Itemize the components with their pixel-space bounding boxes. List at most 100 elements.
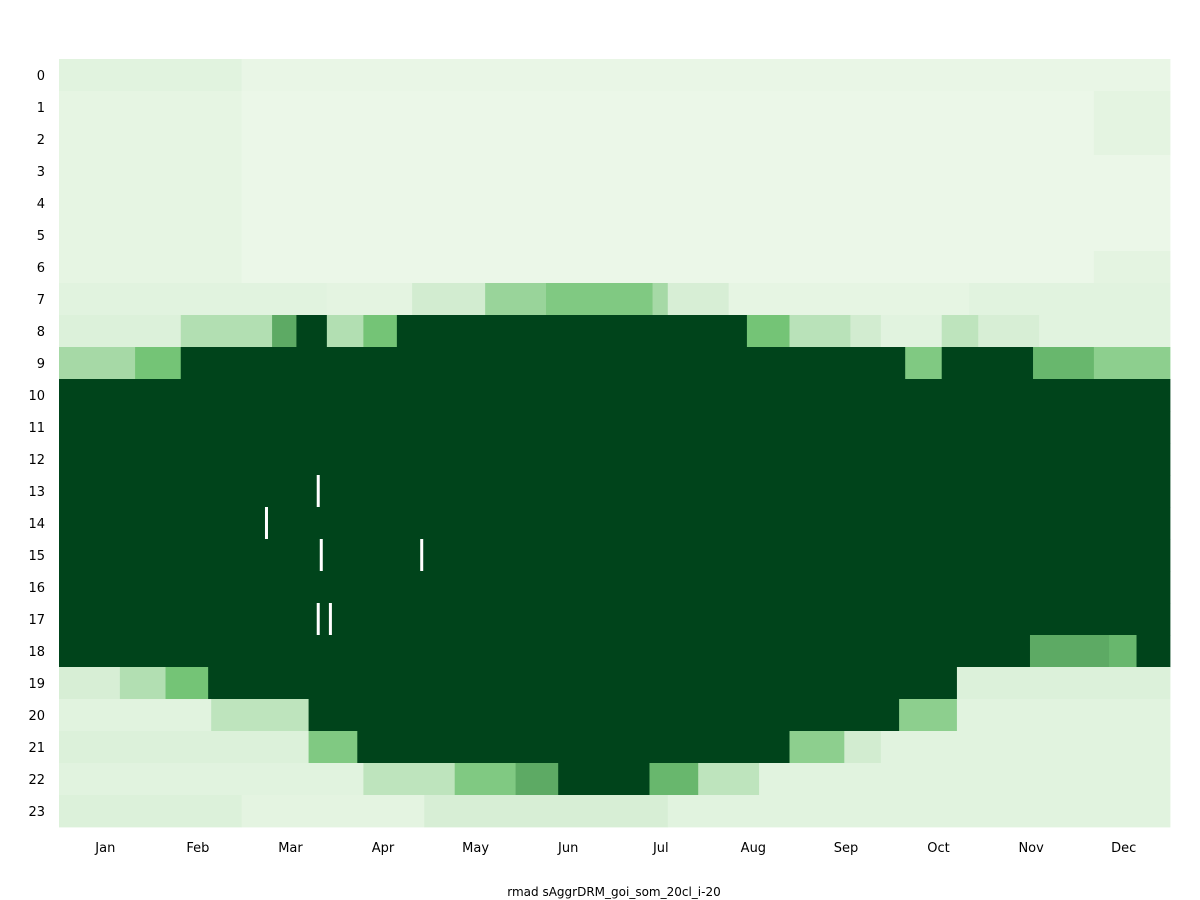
heatmap-cell-h21-s1	[308, 731, 358, 764]
y-tick-label-16: 16	[28, 581, 45, 596]
heatmap-cell-h18-s2	[1109, 635, 1137, 668]
heatmap-cell-h0-s0	[59, 59, 243, 92]
heatmap-cell-h8-s8	[789, 315, 851, 348]
heatmap-cell-h8-s4	[326, 315, 364, 348]
heatmap-cell-h22-s5	[649, 763, 699, 796]
x-tick-label-jun: Jun	[557, 841, 578, 856]
x-tick-label-oct: Oct	[927, 841, 949, 856]
heatmap-cell-h12-s0	[59, 443, 1171, 476]
heatmap-cell-h15-s0	[59, 539, 1171, 572]
heatmap-cell-h22-s7	[759, 763, 1171, 796]
heatmap-cell-h16-s0	[59, 571, 1171, 604]
heatmap-cell-h18-s3	[1136, 635, 1171, 668]
heatmap-cell-h9-s3	[905, 347, 943, 380]
x-tick-label-mar: Mar	[278, 841, 303, 856]
heatmap-cell-h1-s0	[59, 91, 243, 124]
heatmap-cell-h21-s2	[357, 731, 790, 764]
x-tick-label-apr: Apr	[372, 841, 395, 856]
heatmap-cell-h9-s1	[135, 347, 182, 380]
heatmap-cell-h8-s7	[746, 315, 790, 348]
heatmap-cell-h21-s0	[59, 731, 309, 764]
heatmap-cell-h22-s4	[558, 763, 650, 796]
heatmap-cell-h13-s0	[59, 475, 1171, 508]
heatmap-cell-h10-s0	[59, 379, 1171, 412]
heatmap-cell-h4-s0	[59, 187, 243, 220]
heatmap-cell-h22-s2	[454, 763, 516, 796]
heatmap-cell-h7-s0	[59, 283, 328, 316]
y-tick-label-9: 9	[37, 357, 45, 372]
y-tick-label-5: 5	[37, 229, 45, 244]
y-tick-label-11: 11	[28, 421, 45, 436]
heatmap-cell-h7-s2	[412, 283, 486, 316]
y-tick-label-6: 6	[37, 261, 45, 276]
heatmap-cell-h23-s3	[667, 795, 1171, 828]
heatmap-cell-h8-s5	[363, 315, 398, 348]
missing-cell-3	[420, 539, 424, 571]
missing-cell-5	[328, 603, 332, 635]
y-tick-label-22: 22	[28, 773, 45, 788]
heatmap-cells	[59, 59, 1171, 828]
heatmap-cell-h6-s1	[241, 251, 1095, 284]
heatmap-cell-h3-s1	[241, 155, 1171, 188]
x-tick-label-aug: Aug	[741, 841, 766, 856]
missing-cell-0	[316, 475, 320, 507]
heatmap-cell-h8-s3	[296, 315, 328, 348]
y-tick-label-2: 2	[37, 133, 45, 148]
heatmap-cell-h7-s3	[485, 283, 547, 316]
heatmap-cell-h1-s2	[1093, 91, 1171, 124]
y-tick-label-14: 14	[28, 517, 45, 532]
heatmap-cell-h0-s1	[241, 59, 1171, 92]
heatmap-cell-h4-s1	[241, 187, 1171, 220]
heatmap-cell-h7-s1	[326, 283, 413, 316]
x-axis-label: rmad sAggrDRM_goi_som_20cl_i-20	[507, 885, 720, 899]
y-tick-label-1: 1	[37, 101, 45, 116]
x-tick-label-sep: Sep	[834, 841, 859, 856]
y-tick-label-0: 0	[37, 69, 45, 84]
x-tick-label-nov: Nov	[1018, 841, 1044, 856]
heatmap-cell-h22-s6	[698, 763, 760, 796]
y-tick-label-8: 8	[37, 325, 45, 340]
heatmap-cell-h23-s1	[241, 795, 425, 828]
heatmap-cell-h7-s7	[728, 283, 970, 316]
heatmap-cell-h20-s4	[956, 699, 1171, 732]
heatmap-cell-h18-s1	[1029, 635, 1110, 668]
heatmap-cell-h8-s11	[941, 315, 979, 348]
heatmap-cell-h3-s0	[59, 155, 243, 188]
heatmap-cell-h8-s12	[978, 315, 1040, 348]
heatmap-cell-h2-s2	[1093, 123, 1171, 156]
heatmap-cell-h22-s0	[59, 763, 364, 796]
x-axis-ticks: Jan Feb Mar Apr May Jun Jul Aug Sep Oct Nov Dec	[94, 841, 1136, 856]
heatmap-cell-h20-s1	[211, 699, 309, 732]
heatmap-cell-h5-s0	[59, 219, 243, 252]
missing-cell-1	[264, 507, 268, 539]
x-tick-label-may: May	[462, 841, 489, 856]
heatmap-cell-h21-s3	[789, 731, 845, 764]
heatmap-cell-h7-s4	[546, 283, 653, 316]
heatmap-cell-h6-s2	[1093, 251, 1171, 284]
heatmap-cell-h22-s1	[363, 763, 456, 796]
heatmap-cell-h8-s9	[850, 315, 882, 348]
x-tick-label-feb: Feb	[186, 841, 209, 856]
heatmap-cell-h11-s0	[59, 411, 1171, 444]
heatmap-cell-h8-s10	[880, 315, 943, 348]
heatmap-cell-h19-s0	[59, 667, 121, 700]
heatmap-cell-h8-s13	[1039, 315, 1171, 348]
heatmap-cell-h2-s1	[241, 123, 1095, 156]
heatmap-cell-h9-s5	[1033, 347, 1095, 380]
y-tick-label-12: 12	[28, 453, 45, 468]
y-tick-label-3: 3	[37, 165, 45, 180]
heatmap-cell-h8-s2	[272, 315, 297, 348]
y-tick-label-17: 17	[28, 613, 45, 628]
heatmap-cell-h17-s0	[59, 603, 1171, 636]
x-tick-label-dec: Dec	[1111, 841, 1136, 856]
heatmap-cell-h19-s4	[956, 667, 1171, 700]
heatmap-cell-h9-s4	[941, 347, 1034, 380]
heatmap-cell-h9-s2	[180, 347, 906, 380]
heatmap-cell-h7-s8	[969, 283, 1171, 316]
heatmap-cell-h14-s0	[59, 507, 1171, 540]
y-tick-label-13: 13	[28, 485, 45, 500]
y-tick-label-7: 7	[37, 293, 45, 308]
heatmap-cell-h8-s6	[396, 315, 748, 348]
y-tick-label-18: 18	[28, 645, 45, 660]
heatmap-cell-h5-s1	[241, 219, 1171, 252]
